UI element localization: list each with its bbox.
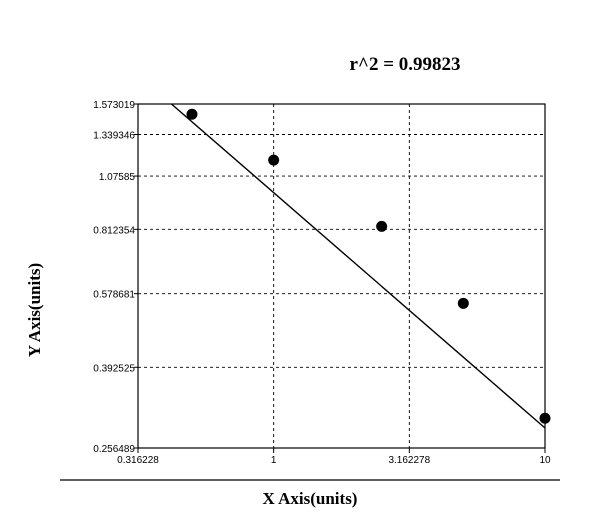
y-axis-label: Y Axis(units) xyxy=(25,263,44,357)
x-axis-label: X Axis(units) xyxy=(263,489,358,508)
y-tick-label: 1.573019 xyxy=(93,100,135,111)
fit-line xyxy=(170,103,546,429)
y-tick-label: 1.07585 xyxy=(99,172,136,183)
data-point xyxy=(539,412,551,424)
y-tick-label: 0.812354 xyxy=(93,225,135,236)
r-squared-annotation: r^2 = 0.99823 xyxy=(349,54,460,75)
y-tick-label: 0.578681 xyxy=(93,290,135,301)
data-point xyxy=(457,297,469,309)
x-tick-label: 0.316228 xyxy=(117,455,159,466)
y-tick-label: 0.256489 xyxy=(93,444,135,455)
x-tick-label: 10 xyxy=(539,455,551,466)
data-point xyxy=(268,154,280,166)
x-tick-label: 1 xyxy=(271,455,277,466)
y-tick-label: 0.392525 xyxy=(93,363,135,374)
data-point xyxy=(186,108,198,120)
y-tick-label: 1.339346 xyxy=(93,131,135,142)
plot-frame xyxy=(137,103,546,449)
data-point xyxy=(376,220,388,232)
x-tick-label: 3.162278 xyxy=(388,455,430,466)
